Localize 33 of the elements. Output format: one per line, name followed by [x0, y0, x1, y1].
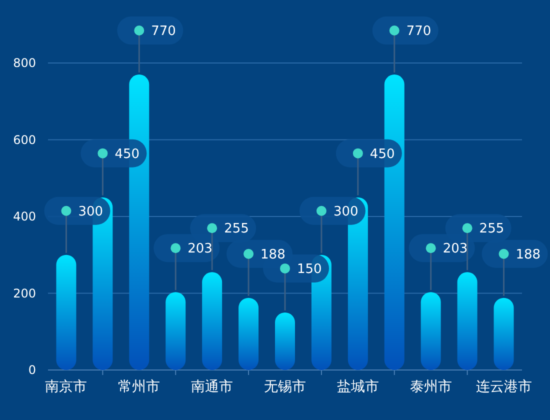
bar: [202, 272, 222, 370]
bar: [56, 254, 76, 370]
y-tick-label: 800: [13, 56, 36, 70]
x-tick-label: 泰州市: [410, 379, 452, 395]
y-tick-label: 200: [13, 286, 36, 300]
data-label: 188: [260, 247, 286, 262]
x-tick-label: 南京市: [45, 379, 88, 395]
bar: [420, 292, 441, 370]
y-tick-label: 0: [28, 363, 36, 377]
bar: [238, 298, 259, 370]
bar: [166, 292, 186, 370]
x-tick-label: 盐城市: [336, 379, 379, 395]
data-label: 203: [188, 242, 212, 257]
data-label: 300: [333, 204, 358, 220]
x-tick-label: 无锡市: [264, 379, 306, 395]
x-tick-label: 连云港市: [476, 379, 532, 395]
data-label: 450: [114, 146, 140, 162]
bar: [275, 312, 295, 370]
data-label: 770: [406, 24, 432, 40]
data-label: 255: [479, 222, 504, 237]
y-tick-label: 400: [13, 210, 36, 224]
data-label: 203: [442, 242, 468, 257]
data-label: 450: [370, 146, 395, 162]
data-label: 255: [224, 222, 249, 237]
x-tick-label: 常州市: [118, 379, 160, 395]
data-label: 188: [516, 247, 541, 262]
x-tick-label: 南通市: [191, 379, 234, 395]
data-label: 770: [151, 24, 176, 40]
data-label: 150: [297, 262, 322, 277]
data-label: 300: [78, 204, 104, 220]
y-tick-label: 600: [13, 132, 36, 147]
bar: [494, 298, 514, 370]
bar: [457, 272, 478, 370]
